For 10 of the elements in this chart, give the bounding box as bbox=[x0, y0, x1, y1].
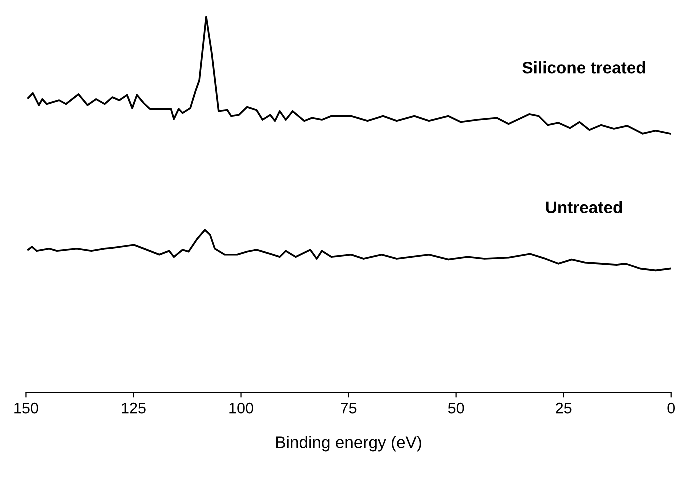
x-tick-label: 25 bbox=[556, 402, 572, 414]
x-tick-label: 0 bbox=[668, 402, 676, 414]
x-tick-label: 100 bbox=[230, 402, 254, 414]
text: Silicone treated bbox=[522, 62, 646, 74]
text: Untreated bbox=[546, 201, 622, 214]
x-tick-label: 50 bbox=[448, 402, 464, 414]
x-tick-label: 125 bbox=[122, 402, 146, 414]
x-tick-label: 75 bbox=[341, 403, 357, 414]
x-tick-label: 150 bbox=[14, 402, 38, 414]
x-axis-title: Binding energy (eV) bbox=[276, 436, 422, 452]
